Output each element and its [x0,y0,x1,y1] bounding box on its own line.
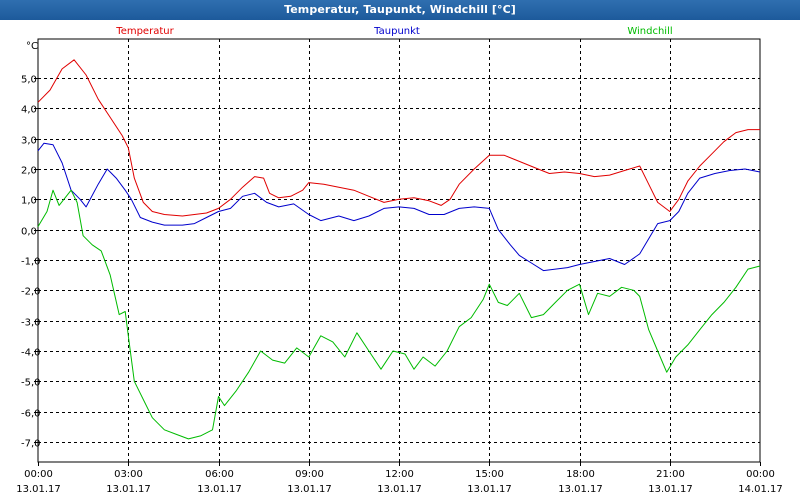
y-tick-label: -6,0 [21,409,41,420]
x-tick-time-label: 00:00 [24,469,53,480]
x-tick-date-label: 13.01.17 [197,484,242,495]
chart-series [37,59,761,440]
chart: °C 5,0 4,0 3,0 2,0 1,0 0,0 -1,0 -2,0 -3,0 -4,0 -5,… [16,26,783,495]
series-line-taupunkt [37,142,761,272]
y-axis-unit-label: °C [26,41,38,52]
chart-grid [38,39,760,462]
legend-entry-temperatur: Temperatur [115,26,174,37]
chart-legend: Temperatur Taupunkt Windchill [115,26,672,37]
y-tick-label: -4,0 [21,348,41,359]
x-tick-time-label: 00:00 [746,469,775,480]
y-axis-ticks: 5,0 4,0 3,0 2,0 1,0 0,0 -1,0 -2,0 -3,0 -4,0 -5,0 -6… [21,75,41,450]
x-tick-date-label: 13.01.17 [287,484,332,495]
x-tick-time-label: 15:00 [475,469,504,480]
x-tick-date-label: 13.01.17 [106,484,151,495]
series-line-temperatur [37,59,760,217]
x-tick-date-label: 13.01.17 [558,484,603,495]
x-tick-time-label: 03:00 [114,469,143,480]
y-tick-label: 1,0 [21,196,37,207]
series-line-windchill [37,189,761,440]
x-tick-time-label: 21:00 [656,469,685,480]
y-tick-label: -7,0 [21,439,41,450]
x-tick-date-label: 13.01.17 [16,484,61,495]
x-axis-ticks: 00:00 13.01.17 03:00 13.01.17 06:00 13.01.17 0… [16,462,783,495]
x-tick-time-label: 09:00 [295,469,324,480]
y-tick-label: -5,0 [21,378,41,389]
y-tick-label: 0,0 [21,227,37,238]
x-tick-date-label: 13.01.17 [377,484,422,495]
x-tick-time-label: 18:00 [566,469,595,480]
y-tick-label: 3,0 [21,136,37,147]
y-tick-label: -2,0 [21,287,41,298]
x-tick-date-label: 13.01.17 [467,484,512,495]
y-tick-label: 4,0 [21,105,37,116]
x-tick-date-label: 14.01.17 [738,484,783,495]
x-tick-time-label: 06:00 [205,469,234,480]
legend-entry-taupunkt: Taupunkt [373,26,420,37]
y-tick-label: 2,0 [21,166,37,177]
x-tick-time-label: 12:00 [385,469,414,480]
y-tick-label: -3,0 [21,318,41,329]
y-tick-label: -1,0 [21,257,41,268]
window-title: Temperatur, Taupunkt, Windchill [°C] [0,0,800,20]
y-tick-label: 5,0 [21,75,37,86]
x-tick-date-label: 13.01.17 [648,484,693,495]
legend-entry-windchill: Windchill [627,26,672,37]
